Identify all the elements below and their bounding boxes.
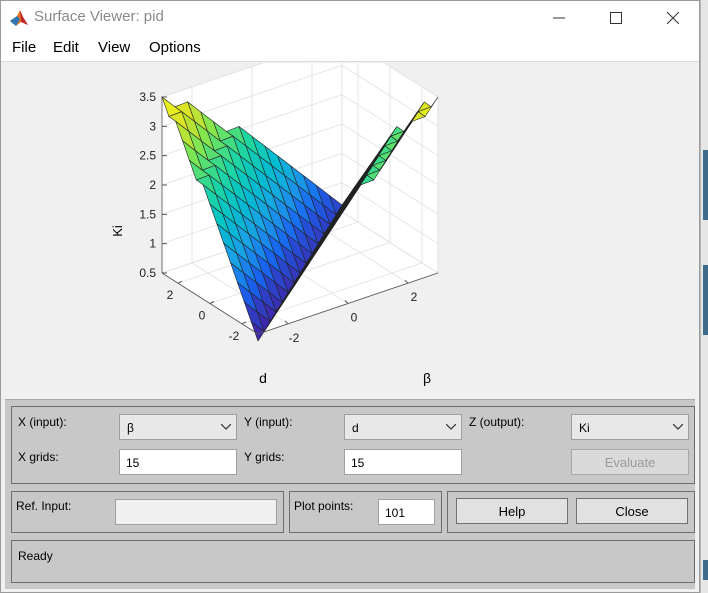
x-grids-label: X grids: bbox=[18, 450, 59, 464]
help-button[interactable]: Help bbox=[456, 498, 568, 524]
evaluate-button[interactable]: Evaluate bbox=[571, 449, 689, 475]
z-output-select[interactable]: Ki bbox=[571, 414, 689, 440]
ref-input-group: Ref. Input: bbox=[11, 491, 284, 533]
minimize-button[interactable] bbox=[531, 1, 587, 34]
close-icon bbox=[667, 11, 679, 24]
matlab-membrane-icon bbox=[10, 10, 28, 26]
z-tick-label: 0.5 bbox=[139, 266, 156, 280]
surface-patch bbox=[250, 320, 272, 342]
floor-axis-lines bbox=[161, 272, 439, 335]
z-tick-label: 1.5 bbox=[139, 207, 156, 221]
x-tick-label: 2 bbox=[411, 290, 418, 304]
chevron-down-icon bbox=[216, 415, 236, 439]
action-buttons-group: Help Close bbox=[447, 491, 695, 533]
x-input-value: β bbox=[127, 421, 134, 435]
x-grids-input[interactable]: 15 bbox=[119, 449, 237, 475]
status-text: Ready bbox=[18, 549, 53, 563]
axis-ticks: 0.5 1 1.5 2 2.5 3 3.5 2 0 -2 -2 0 2 bbox=[139, 90, 417, 345]
x-tick bbox=[284, 320, 289, 325]
y-axis-label: d bbox=[259, 370, 267, 386]
x-input-label: X (input): bbox=[18, 415, 67, 429]
z-output-value: Ki bbox=[579, 421, 590, 435]
y-tick bbox=[241, 321, 247, 325]
chevron-down-icon bbox=[668, 415, 688, 439]
z-axis-label: Ki bbox=[110, 225, 125, 237]
chevron-down-icon bbox=[441, 415, 461, 439]
title-bar[interactable]: Surface Viewer: pid bbox=[1, 1, 699, 34]
minimize-icon bbox=[553, 17, 565, 18]
y-input-value: d bbox=[352, 421, 359, 435]
ref-input-field[interactable] bbox=[115, 499, 277, 525]
background-window-edge bbox=[700, 0, 708, 593]
y-grids-input[interactable]: 15 bbox=[344, 449, 462, 475]
maximize-button[interactable] bbox=[588, 1, 644, 34]
y-input-label: Y (input): bbox=[244, 415, 293, 429]
z-tick-label: 3 bbox=[149, 119, 156, 133]
surface-mesh bbox=[161, 96, 439, 342]
x-axis-label: β bbox=[423, 370, 431, 386]
y-gridline bbox=[241, 86, 423, 325]
z-output-label: Z (output): bbox=[469, 415, 525, 429]
plot-points-group: Plot points: 101 bbox=[289, 491, 442, 533]
menu-bar: File Edit View Options bbox=[1, 34, 699, 62]
z-tick-label: 1 bbox=[149, 237, 156, 251]
z-tick-label: 3.5 bbox=[139, 90, 156, 104]
x-input-select[interactable]: β bbox=[119, 414, 237, 440]
x-tick bbox=[344, 300, 349, 304]
menu-view[interactable]: View bbox=[98, 39, 131, 56]
y-tick-label: 2 bbox=[167, 288, 174, 302]
z-tick-label: 2.5 bbox=[139, 149, 156, 163]
z-tick-label: 2 bbox=[149, 178, 156, 192]
io-group: X (input): β Y (input): d Z (output): Ki… bbox=[11, 406, 695, 484]
plot-area[interactable]: 0.5 1 1.5 2 2.5 3 3.5 2 0 -2 -2 0 2 Ki d β bbox=[5, 35, 695, 399]
maximize-icon bbox=[610, 11, 622, 24]
close-button[interactable] bbox=[645, 1, 701, 34]
y-tick-label: -2 bbox=[229, 329, 240, 343]
close-dialog-button[interactable]: Close bbox=[576, 498, 688, 524]
plot-points-input[interactable]: 101 bbox=[378, 499, 435, 525]
plot-points-label: Plot points: bbox=[294, 499, 354, 513]
y-tick bbox=[177, 280, 183, 284]
x-tick bbox=[404, 279, 409, 284]
x-tick-label: 0 bbox=[351, 311, 358, 325]
window-title: Surface Viewer: pid bbox=[34, 8, 164, 25]
y-input-select[interactable]: d bbox=[344, 414, 462, 440]
y-grids-label: Y grids: bbox=[244, 450, 285, 464]
y-tick-label: 0 bbox=[199, 309, 206, 323]
menu-options[interactable]: Options bbox=[149, 39, 201, 56]
x-tick-label: -2 bbox=[289, 331, 300, 345]
menu-edit[interactable]: Edit bbox=[53, 39, 79, 56]
status-bar: Ready bbox=[11, 540, 695, 583]
y-tick bbox=[209, 301, 215, 304]
ref-input-label: Ref. Input: bbox=[16, 499, 72, 513]
control-panel: X (input): β Y (input): d Z (output): Ki… bbox=[5, 399, 695, 589]
menu-file[interactable]: File bbox=[12, 39, 37, 56]
z-gridline bbox=[161, 64, 439, 127]
surface-plot[interactable]: 0.5 1 1.5 2 2.5 3 3.5 2 0 -2 -2 0 2 Ki d β bbox=[5, 35, 695, 399]
